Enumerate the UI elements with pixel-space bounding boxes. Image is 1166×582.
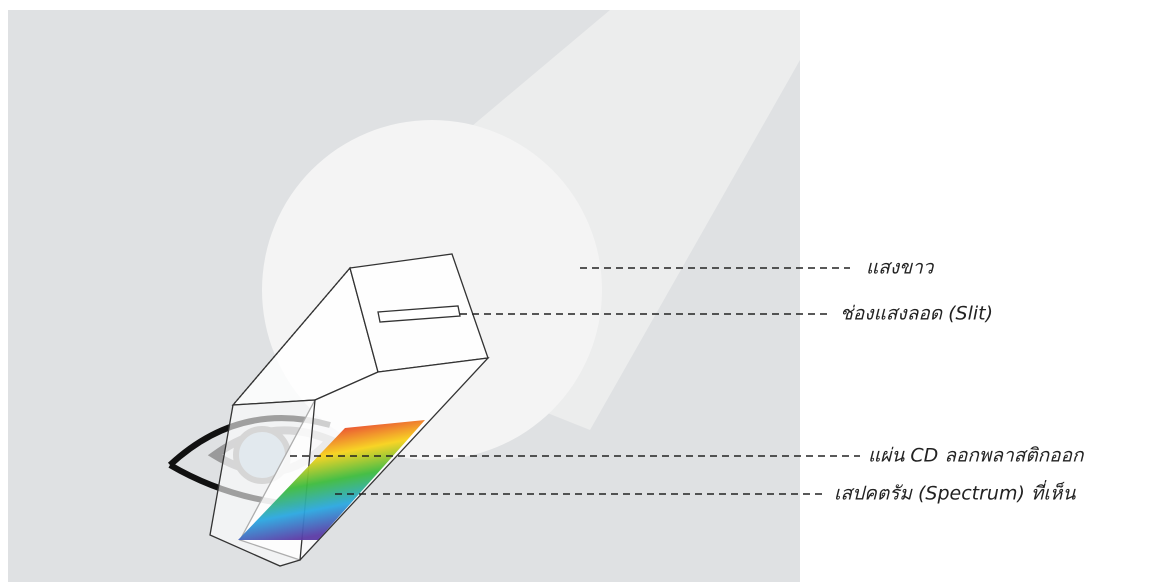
label: ช่องแสงลอด (Slit) <box>840 303 993 325</box>
label: เสปคตรัม (Spectrum) ที่เห็น <box>834 480 1076 505</box>
label: แผ่น CD ลอกพลาสติกออก <box>868 445 1085 467</box>
spectrum <box>238 420 425 540</box>
label: แสงขาว <box>866 257 935 279</box>
